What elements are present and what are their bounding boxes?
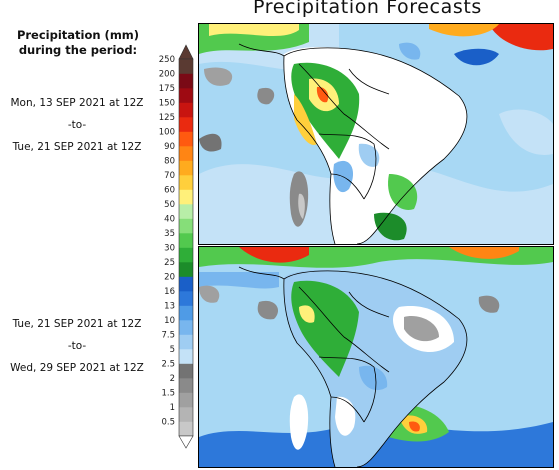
colorbar-swatch [179,392,193,408]
colorbar-swatch [179,320,193,335]
legend-title-line1: Precipitation (mm) [16,28,140,42]
period-2-separator: -to- [67,340,87,352]
colorbar-swatch [179,102,193,118]
colorbar-tick-label: 70 [164,171,175,181]
colorbar-swatch [179,160,193,176]
period-label-2: Tue, 21 SEP 2021 at 12Z -to- Wed, 29 SEP… [0,313,154,379]
forecast-map-period-2 [198,246,554,468]
colorbar-swatch [179,59,193,74]
period-2-from: Tue, 21 SEP 2021 at 12Z [12,318,142,330]
colorbar-swatch [179,262,193,277]
period-1-to: Tue, 21 SEP 2021 at 12Z [12,141,142,153]
colorbar-swatch [179,305,193,321]
colorbar-tick-label: 175 [159,84,175,94]
colorbar-tick-label: 250 [159,55,175,65]
colorbar-tick-label: 100 [159,128,175,138]
colorbar-tick-label: 35 [164,229,175,239]
colorbar-tick-label: 90 [164,142,175,152]
colorbar-tick-label: 0.5 [161,418,175,428]
colorbar-tick-label: 10 [164,316,175,326]
colorbar-swatch [179,349,193,364]
colorbar-swatch [179,146,193,161]
colorbar-swatch [179,233,193,248]
colorbar-swatch [179,334,193,350]
colorbar-swatch [179,363,193,379]
colorbar-swatch [179,175,193,190]
colorbar-tick-label: 5 [170,345,175,355]
colorbar-max-arrow [178,44,194,60]
period-1-from: Mon, 13 SEP 2021 at 12Z [10,97,144,109]
page-title: Precipitation Forecasts [253,0,482,18]
colorbar-swatch [179,189,193,205]
colorbar-swatch [179,276,193,292]
colorbar-tick-label: 13 [164,302,175,312]
colorbar-tick-label: 125 [159,113,175,123]
colorbar-swatch [179,73,193,89]
colorbar-tick-label: 150 [159,99,175,109]
colorbar-swatch [179,247,193,263]
legend-title-line2: during the period: [18,43,138,57]
colorbar-tick-label: 25 [164,258,175,268]
colorbar-tick-label: 80 [164,157,175,167]
colorbar-tick-label: 50 [164,200,175,210]
colorbar-tick-label: 30 [164,244,175,254]
forecast-map-period-1 [198,23,554,245]
legend-title: Precipitation (mm) during the period: [8,28,148,58]
colorbar-swatch [179,88,193,103]
colorbar-swatch [179,378,193,393]
colorbar-swatch [179,131,193,147]
colorbar-swatch [179,421,193,437]
colorbar-tick-label: 7.5 [161,331,175,341]
colorbar-tick-label: 60 [164,186,175,196]
colorbar-tick-label: 40 [164,215,175,225]
colorbar-min-arrow [178,435,194,449]
colorbar-tick-label: 200 [159,70,175,80]
colorbar-tick-label: 1 [170,403,175,413]
colorbar-swatch [179,218,193,234]
period-label-1: Mon, 13 SEP 2021 at 12Z -to- Tue, 21 SEP… [0,92,154,158]
colorbar-tick-label: 20 [164,273,175,283]
colorbar-tick-label: 2.5 [161,360,175,370]
colorbar-swatch [179,291,193,306]
colorbar-tick-label: 16 [164,287,175,297]
precip-colorbar: 0.5 1 1.5 2 2.5 5 7.5 10 13 16 20 25 30 35 40 50 60 70 80 9… [159,44,194,449]
period-2-to: Wed, 29 SEP 2021 at 12Z [10,362,144,374]
colorbar-tick-label: 2 [170,374,175,384]
colorbar-swatch [179,117,193,132]
colorbar-swatch [179,204,193,219]
colorbar-tick-label: 1.5 [161,389,175,399]
colorbar-swatch [179,407,193,422]
period-1-separator: -to- [67,119,87,131]
